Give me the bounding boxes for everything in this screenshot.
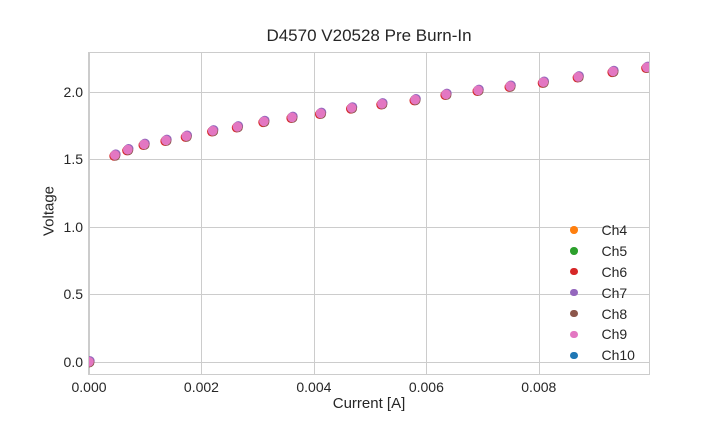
plot-area [88,52,650,375]
legend-label: Ch6 [601,263,628,280]
y-tick-label: 2.0 [63,83,83,100]
legend-item-ch10: Ch10 [570,345,635,366]
y-tick-label: 0.5 [63,286,83,303]
y-tick-label: 1.0 [63,218,83,235]
scatter-point-ch9 [346,103,357,113]
scatter-point-ch9 [573,72,583,82]
x-tick-label: 0.002 [183,379,219,395]
scatter-point-ch9 [505,81,515,91]
scatter-plot [89,53,649,374]
chart-title: D4570 V20528 Pre Burn-In [266,26,472,45]
scatter-point-ch9 [473,85,483,96]
scatter-point-ch9 [139,139,149,150]
legend-marker-icon [570,267,578,276]
scatter-point-ch9 [287,112,297,123]
y-tick-label: 0.0 [63,353,83,370]
scatter-point-ch9 [642,62,649,73]
y-tick-label: 1.5 [63,151,83,168]
scatter-point-ch9 [259,116,269,127]
legend-label: Ch4 [601,221,628,238]
legend-item-ch6: Ch6 [570,261,635,282]
scatter-point-ch9 [608,66,618,77]
scatter-point-ch9 [410,94,420,105]
legend-marker-icon [570,309,578,318]
legend-marker-icon [570,247,578,255]
legend-marker-icon [570,288,578,297]
x-tick-label: 0.004 [296,379,332,395]
scatter-point-ch9 [89,357,94,367]
scatter-point-ch9 [232,122,243,132]
legend: Ch4 Ch5 Ch6 Ch7 Ch8 Ch9 Ch10 [570,220,635,366]
scatter-point-ch9 [315,108,326,119]
legend-item-ch8: Ch8 [570,303,635,324]
x-tick-label: 0.000 [71,379,107,395]
scatter-point-ch9 [377,99,387,109]
y-axis-label: Voltage [40,185,58,237]
legend-marker-icon [570,351,578,360]
legend-label: Ch7 [601,284,628,301]
legend-item-ch7: Ch7 [570,282,635,303]
legend-label: Ch8 [601,305,628,322]
scatter-point-ch9 [441,89,451,100]
x-tick-label: 0.008 [521,379,557,395]
scatter-point-ch9 [207,126,218,136]
scatter-point-ch9 [538,77,549,87]
legend-item-ch4: Ch4 [570,220,635,241]
scatter-point-ch9 [161,135,171,146]
legend-marker-icon [570,330,578,339]
legend-item-ch5: Ch5 [570,240,635,261]
legend-label: Ch9 [601,326,628,343]
legend-marker-icon [570,226,578,234]
scatter-point-ch9 [181,131,192,141]
x-axis-label: Current [A] [332,395,406,412]
legend-label: Ch10 [601,347,635,364]
legend-item-ch9: Ch9 [570,324,635,345]
scatter-point-ch9 [123,144,133,155]
x-tick-label: 0.006 [408,379,444,395]
legend-label: Ch5 [601,242,628,259]
scatter-point-ch9 [110,150,120,160]
